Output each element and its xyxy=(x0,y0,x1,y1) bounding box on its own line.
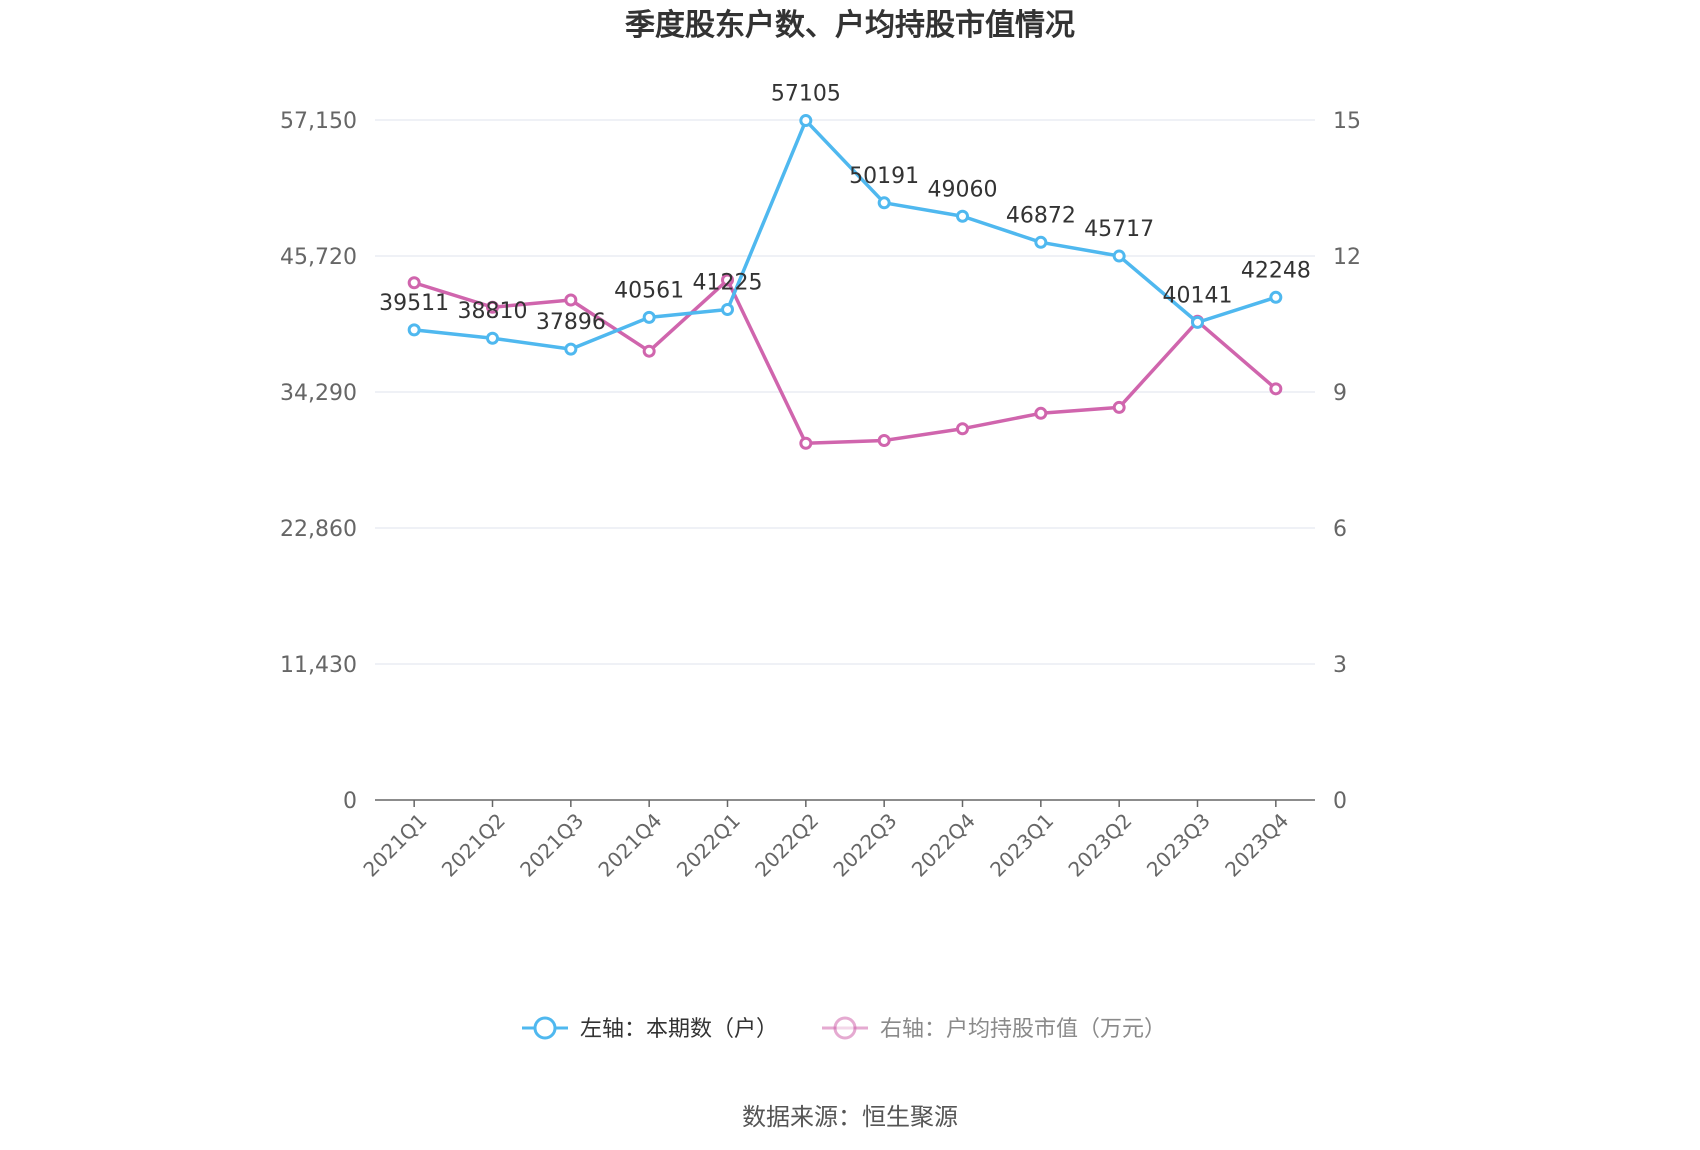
x-tick-label: 2022Q2 xyxy=(750,808,823,881)
data-point-right[interactable] xyxy=(721,273,734,287)
legend-label-right: 右轴：户均持股市值（万元） xyxy=(880,1017,1166,1042)
series-line-right xyxy=(413,278,1277,445)
data-point-left[interactable] xyxy=(642,310,656,324)
series-line-left xyxy=(413,118,1277,351)
legend-item-right[interactable]: 右轴：户均持股市值（万元） xyxy=(822,1016,1166,1042)
data-label: 40141 xyxy=(1163,283,1233,308)
y-right-tick-label: 6 xyxy=(1333,517,1347,542)
y-left-tick-label: 22,860 xyxy=(280,517,357,542)
x-tick-label: 2022Q1 xyxy=(672,808,745,881)
y-right-tick-label: 15 xyxy=(1333,109,1361,134)
data-point-left[interactable] xyxy=(1269,290,1283,304)
x-axis: 2021Q1 2021Q2 2021Q3 2021Q4 2022Q1 2022Q2 2022… xyxy=(359,799,1315,882)
data-label: 41225 xyxy=(693,270,763,295)
x-tick-label: 2023Q4 xyxy=(1220,808,1293,881)
data-label: 39511 xyxy=(379,291,449,316)
data-label: 46872 xyxy=(1006,203,1076,228)
data-point-right[interactable] xyxy=(564,293,578,307)
data-point-right[interactable] xyxy=(1269,382,1283,396)
legend-marker-left xyxy=(533,1016,557,1040)
legend-marker-right xyxy=(833,1016,857,1040)
y-right-tick-label: 0 xyxy=(1333,789,1347,814)
data-label: 45717 xyxy=(1084,217,1154,242)
data-point-right[interactable] xyxy=(1112,400,1126,414)
x-tick-label: 2023Q1 xyxy=(985,808,1058,881)
legend-label-left: 左轴：本期数（户） xyxy=(580,1017,778,1042)
data-label: 50191 xyxy=(849,164,919,189)
y-axis-left: 0 11,430 22,860 34,290 45,720 57,150 xyxy=(280,109,357,814)
data-point-left[interactable] xyxy=(486,331,499,345)
x-tick-label: 2023Q3 xyxy=(1142,808,1215,881)
y-left-tick-label: 0 xyxy=(343,789,357,814)
data-point-right[interactable] xyxy=(486,300,499,314)
y-axis-right: 0 3 6 9 12 15 xyxy=(1333,109,1361,814)
data-label: 42248 xyxy=(1241,258,1311,283)
x-tick-label: 2023Q2 xyxy=(1064,808,1137,881)
legend[interactable]: 左轴：本期数（户） 右轴：户均持股市值（万元） xyxy=(522,1016,1166,1042)
data-point-left[interactable] xyxy=(877,196,891,210)
y-left-tick-label: 34,290 xyxy=(280,381,357,406)
data-point-right[interactable] xyxy=(642,344,656,358)
data-point-right[interactable] xyxy=(877,434,891,448)
data-point-left[interactable] xyxy=(1191,315,1204,329)
y-right-tick-label: 9 xyxy=(1333,381,1347,406)
data-label: 49060 xyxy=(928,177,998,202)
y-right-tick-label: 12 xyxy=(1333,245,1361,270)
grid-lines xyxy=(375,119,1315,665)
x-tick-label: 2022Q4 xyxy=(907,808,980,881)
y-left-tick-label: 57,150 xyxy=(280,109,357,134)
chart-title: 季度股东户数、户均持股市值情况 xyxy=(625,8,1075,43)
data-point-right[interactable] xyxy=(799,436,813,450)
source-note: 数据来源：恒生聚源 xyxy=(742,1103,958,1131)
data-point-right[interactable] xyxy=(407,276,421,290)
y-left-tick-label: 11,430 xyxy=(280,653,357,678)
y-left-tick-label: 45,720 xyxy=(280,245,357,270)
y-right-tick-label: 3 xyxy=(1333,653,1347,678)
data-point-right[interactable] xyxy=(1034,406,1048,420)
data-labels: 39511 38810 37896 40561 41225 57105 50191 49060… xyxy=(379,82,1311,336)
x-tick-label: 2022Q3 xyxy=(829,808,902,881)
data-point-left[interactable] xyxy=(721,302,734,316)
data-point-left[interactable] xyxy=(1112,249,1126,263)
data-label: 40561 xyxy=(614,278,684,303)
data-point-left[interactable] xyxy=(1034,235,1048,249)
data-label: 57105 xyxy=(771,82,841,107)
x-tick-label: 2021Q2 xyxy=(437,808,510,881)
x-tick-label: 2021Q1 xyxy=(359,808,432,881)
data-point-left[interactable] xyxy=(564,342,578,356)
data-point-left[interactable] xyxy=(956,209,969,223)
x-tick-label: 2021Q4 xyxy=(594,808,667,881)
data-label: 38810 xyxy=(458,299,528,324)
data-label: 37896 xyxy=(536,310,606,335)
x-tick-label: 2021Q3 xyxy=(515,808,588,881)
data-point-left[interactable] xyxy=(407,323,421,337)
legend-item-left[interactable]: 左轴：本期数（户） xyxy=(522,1016,778,1042)
data-point-left[interactable] xyxy=(799,114,813,128)
series-group xyxy=(407,114,1283,450)
data-point-right[interactable] xyxy=(956,422,969,436)
